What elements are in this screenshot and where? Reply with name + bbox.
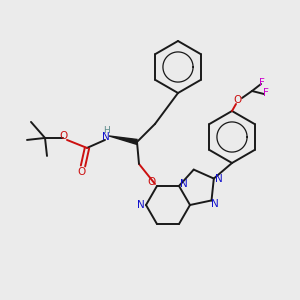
Text: N: N	[215, 173, 223, 184]
Text: O: O	[78, 167, 86, 177]
Text: O: O	[59, 131, 67, 141]
Text: N: N	[137, 200, 145, 210]
Text: N: N	[211, 200, 218, 209]
Text: H: H	[103, 126, 110, 135]
Text: N: N	[180, 179, 188, 189]
Text: F: F	[259, 78, 265, 88]
Text: F: F	[263, 88, 269, 98]
Polygon shape	[109, 136, 137, 144]
Text: O: O	[148, 177, 156, 187]
Text: N: N	[102, 132, 110, 142]
Text: O: O	[234, 95, 242, 105]
